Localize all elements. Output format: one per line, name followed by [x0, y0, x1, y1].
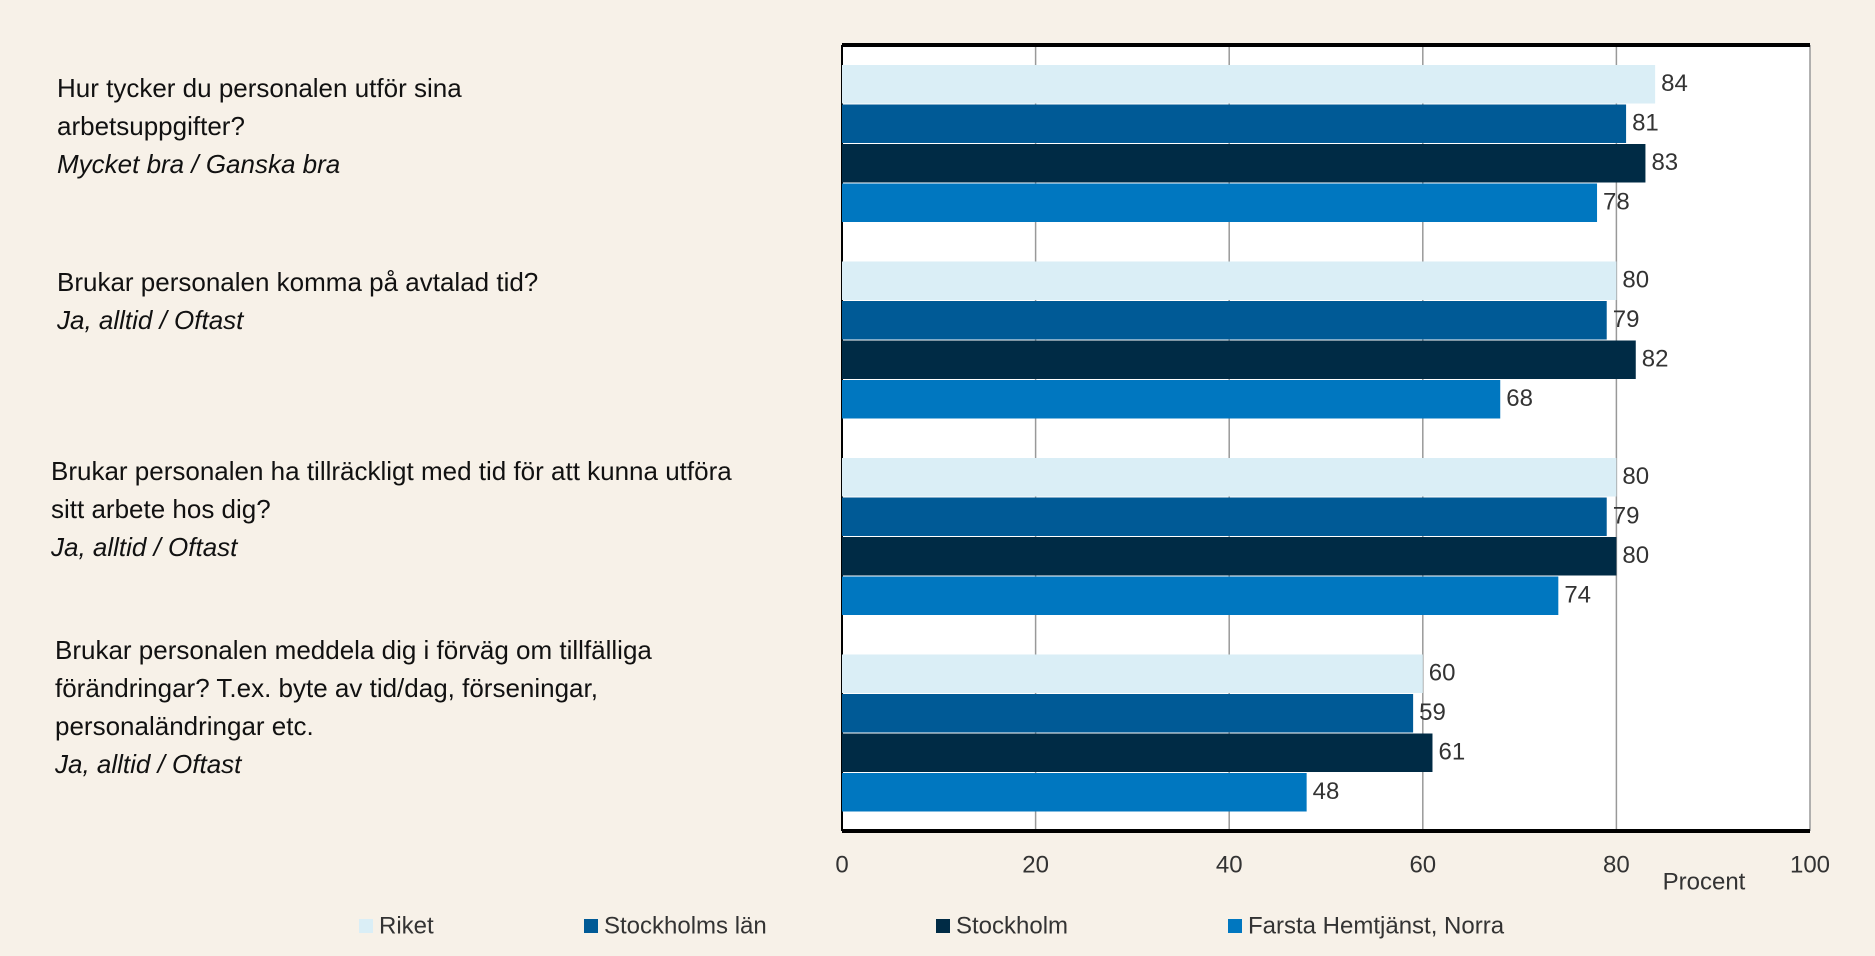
x-tick-label: 100 — [1790, 851, 1830, 878]
x-tick-label: 60 — [1409, 851, 1436, 878]
x-tick-label: 40 — [1216, 851, 1243, 878]
value-label: 83 — [1651, 149, 1678, 176]
value-label: 78 — [1603, 189, 1630, 216]
value-label: 59 — [1419, 699, 1446, 726]
question: Brukar personalen komma på avtalad tid? — [57, 267, 539, 297]
value-label: 68 — [1506, 385, 1533, 412]
x-tick-label: 20 — [1022, 851, 1049, 878]
bar — [842, 458, 1617, 497]
value-label: 84 — [1661, 70, 1688, 97]
bar — [842, 694, 1414, 733]
bar — [842, 340, 1636, 379]
value-label: 81 — [1632, 110, 1659, 137]
category-label: Brukar personalen meddela dig i förväg o… — [55, 631, 705, 783]
bar — [842, 576, 1559, 615]
value-label: 60 — [1429, 660, 1456, 687]
bar — [842, 773, 1307, 812]
legend-label: Stockholm — [956, 912, 1068, 939]
question: Brukar personalen ha tillräckligt med ti… — [51, 456, 732, 524]
bar — [842, 537, 1617, 576]
value-label: 80 — [1622, 267, 1649, 294]
bar — [842, 733, 1433, 772]
value-label: 61 — [1438, 739, 1465, 766]
question: Hur tycker du personalen utför sina arbe… — [57, 73, 462, 141]
value-label: 82 — [1642, 346, 1669, 373]
category-label: Brukar personalen ha tillräckligt med ti… — [51, 452, 741, 566]
x-tick-label: 80 — [1603, 851, 1630, 878]
legend-label: Riket — [379, 912, 434, 939]
value-label: 80 — [1622, 463, 1649, 490]
answer: Ja, alltid / Oftast — [55, 749, 242, 779]
bar — [842, 65, 1656, 104]
bar — [842, 654, 1423, 693]
value-label: 79 — [1613, 306, 1640, 333]
value-label: 74 — [1564, 582, 1591, 609]
question: Brukar personalen meddela dig i förväg o… — [55, 635, 652, 741]
bar — [842, 301, 1607, 340]
value-label: 48 — [1313, 778, 1340, 805]
bar — [842, 380, 1501, 419]
answer: Mycket bra / Ganska bra — [57, 149, 341, 179]
category-label: Brukar personalen komma på avtalad tid? J… — [57, 263, 627, 339]
answer: Ja, alltid / Oftast — [51, 532, 238, 562]
legend-swatch — [359, 919, 373, 933]
value-label: 79 — [1613, 503, 1640, 530]
legend-label: Stockholms län — [604, 912, 767, 939]
bar — [842, 261, 1617, 300]
bar — [842, 183, 1598, 222]
category-label: Hur tycker du personalen utför sina arbe… — [57, 69, 587, 183]
x-tick-label: 0 — [835, 851, 848, 878]
legend-swatch — [936, 919, 950, 933]
value-label: 80 — [1622, 542, 1649, 569]
bar — [842, 104, 1627, 143]
bar — [842, 144, 1646, 183]
legend-swatch — [1228, 919, 1242, 933]
bar — [842, 497, 1607, 536]
answer: Ja, alltid / Oftast — [57, 305, 244, 335]
x-axis-label: Procent — [1663, 868, 1746, 895]
legend-label: Farsta Hemtjänst, Norra — [1248, 912, 1505, 939]
legend-swatch — [584, 919, 598, 933]
